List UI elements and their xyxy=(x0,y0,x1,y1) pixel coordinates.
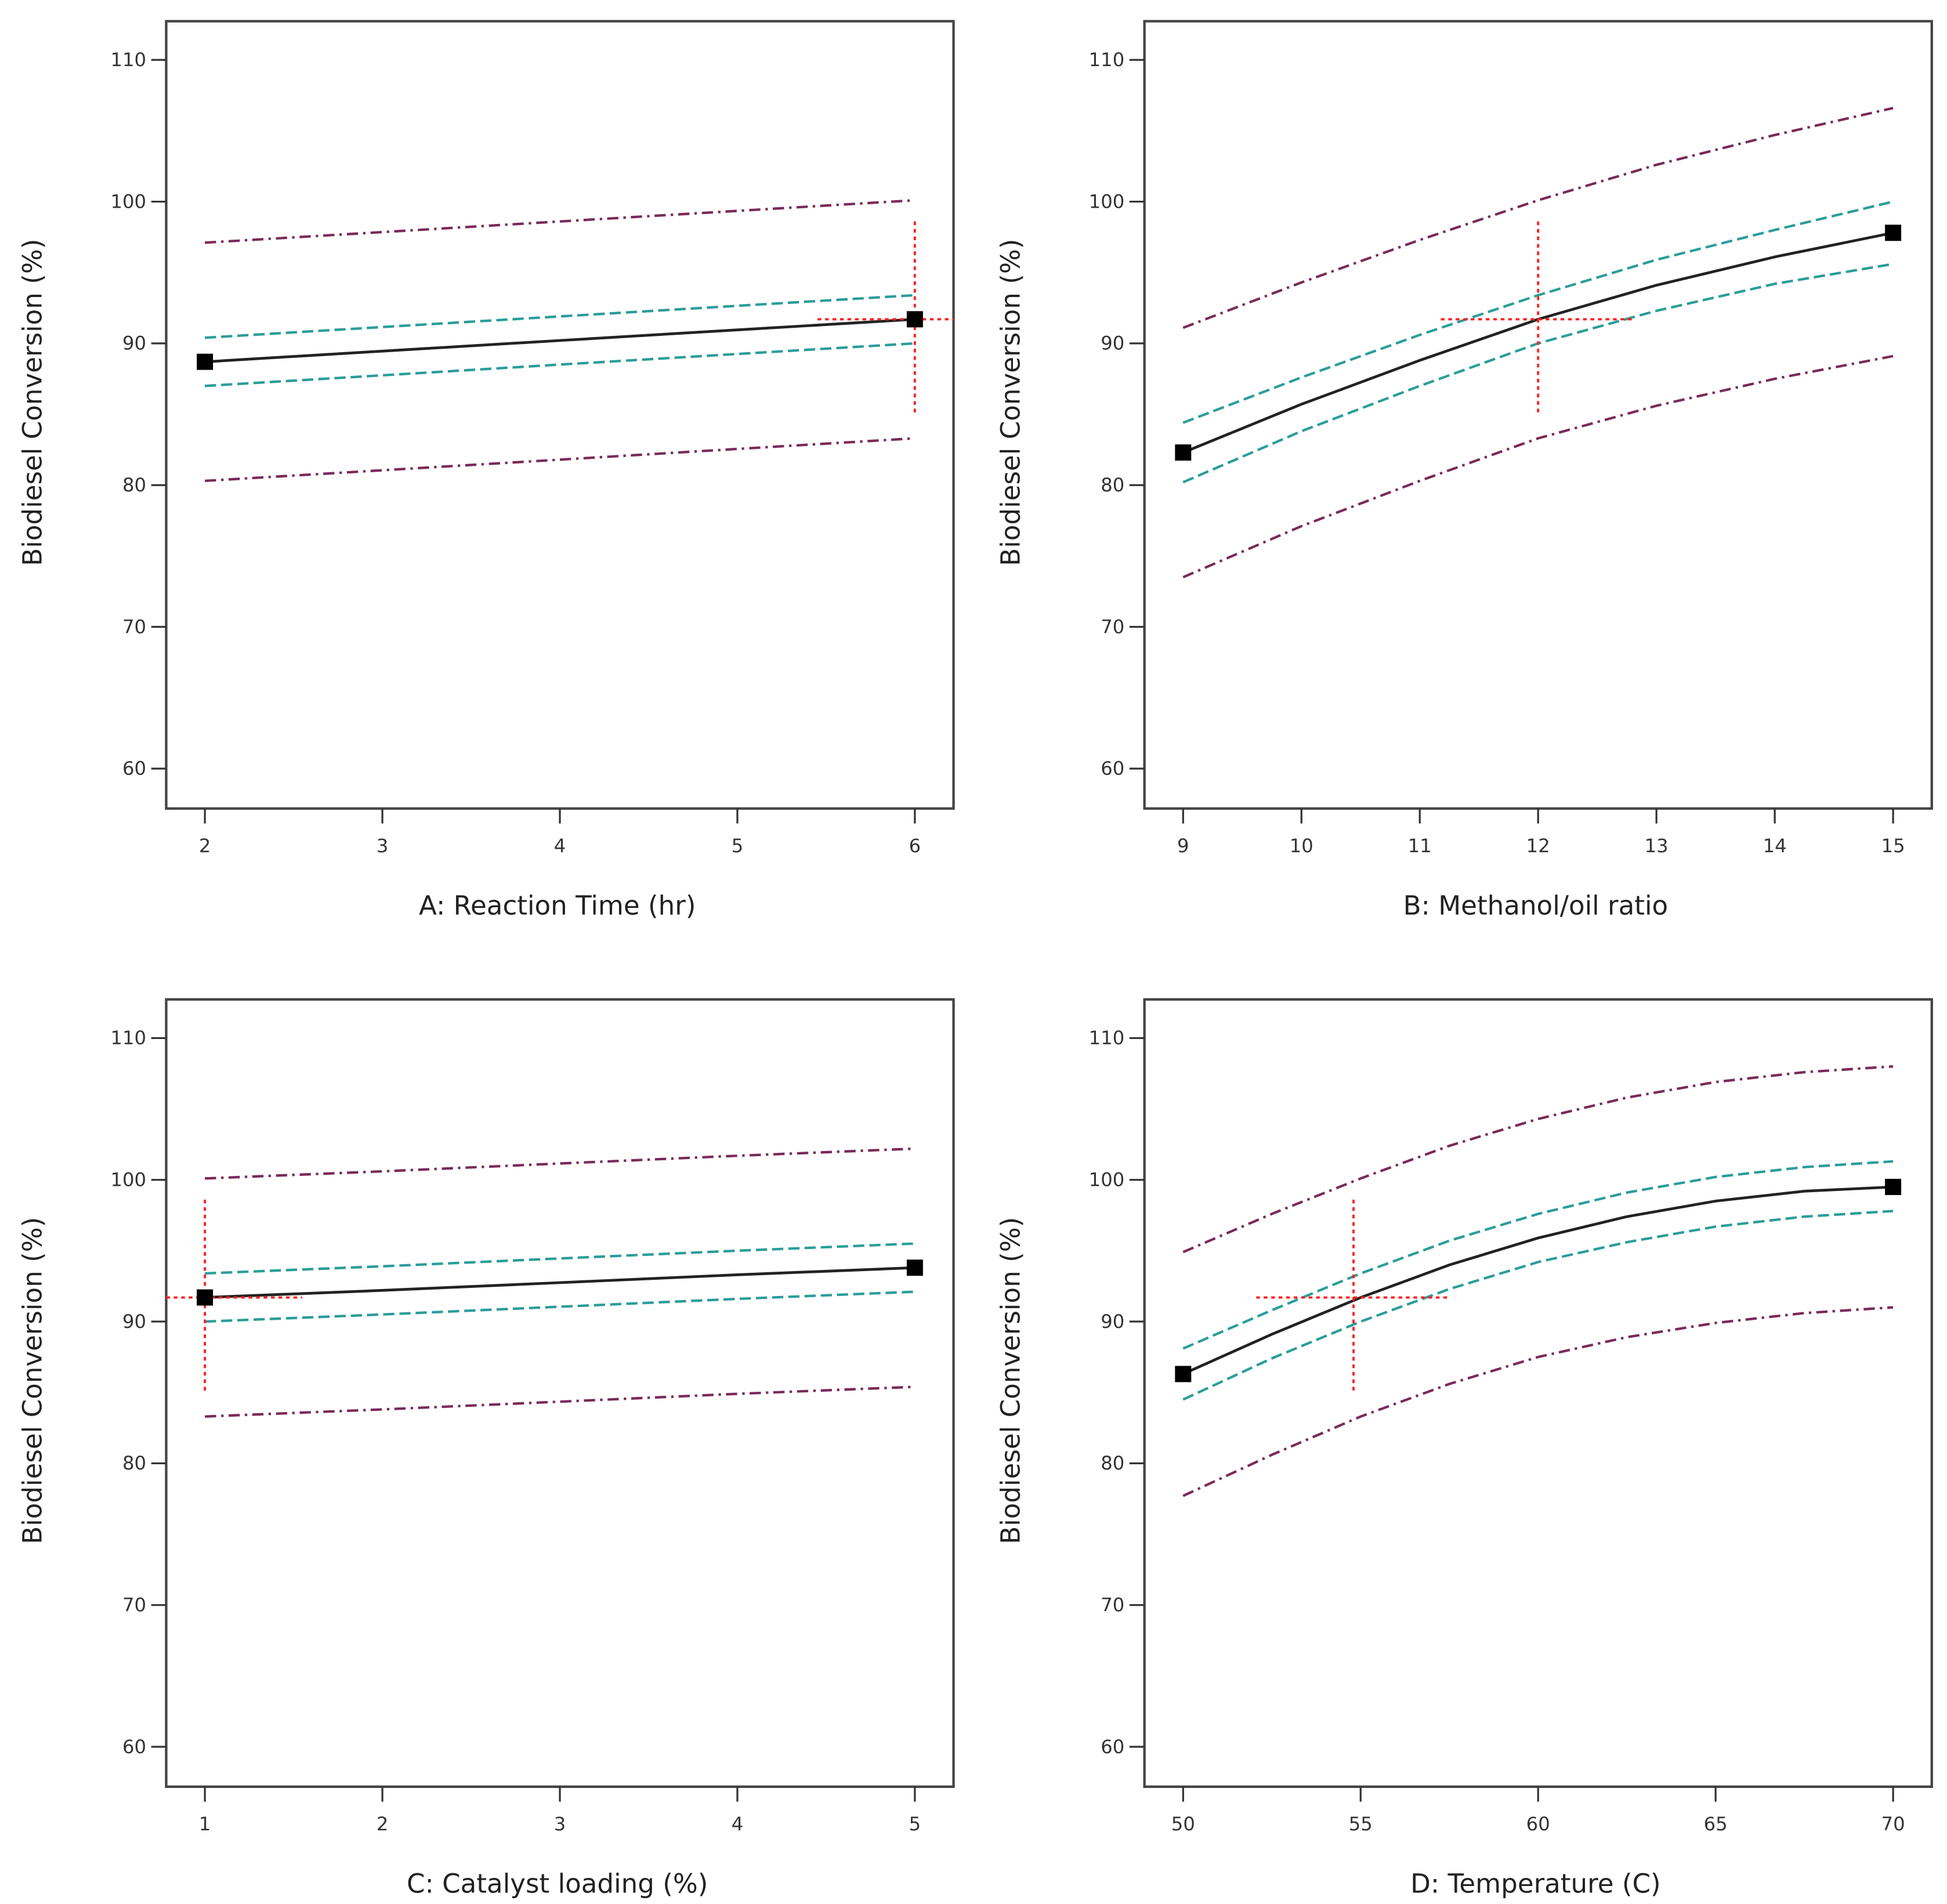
x-axis-label: A: Reaction Time (hr) xyxy=(419,890,696,921)
y-tick-label: 70 xyxy=(122,616,146,638)
x-tick-label: 2 xyxy=(377,1813,389,1835)
prediction-interval-upper xyxy=(205,199,915,244)
plot-frame xyxy=(1143,998,1933,1788)
y-tick-label: 60 xyxy=(122,758,146,780)
x-tick-label: 9 xyxy=(1177,835,1189,857)
x-tick-label: 15 xyxy=(1881,835,1905,857)
x-tick-label: 13 xyxy=(1645,835,1669,857)
x-tick-label: 5 xyxy=(909,1813,921,1835)
y-tick-label: 70 xyxy=(1101,616,1124,638)
x-tick-label: 6 xyxy=(909,835,921,857)
design-point-marker xyxy=(197,1289,213,1306)
design-point-marker xyxy=(1175,1366,1192,1382)
x-tick-label: 3 xyxy=(554,1813,566,1835)
x-axis-label: C: Catalyst loading (%) xyxy=(407,1869,708,1899)
effect-panel-2: 60 70 80 90 100 110 1 2 3 4 5 C: Catalyst loading (… xyxy=(17,998,955,1899)
effect-panel-3: 60 70 80 90 100 110 50 55 60 65 70 D: Temperature (… xyxy=(996,998,1933,1899)
plot-frame xyxy=(165,998,955,1788)
plot-frame xyxy=(165,20,955,810)
y-tick-label: 70 xyxy=(122,1594,146,1616)
y-tick-label: 100 xyxy=(1089,190,1125,212)
x-tick-label: 55 xyxy=(1349,1813,1373,1835)
y-tick-label: 110 xyxy=(1089,49,1125,71)
y-tick-label: 60 xyxy=(122,1736,146,1758)
y-tick-label: 110 xyxy=(1089,1027,1125,1049)
x-tick-label: 4 xyxy=(554,835,566,857)
x-axis-label: B: Methanol/oil ratio xyxy=(1403,890,1668,921)
confidence-interval-upper xyxy=(205,1242,915,1275)
x-tick-label: 2 xyxy=(199,835,211,857)
y-tick-label: 70 xyxy=(1101,1594,1124,1616)
prediction-interval-lower xyxy=(205,437,915,483)
confidence-interval-upper xyxy=(1182,200,1894,424)
prediction-line xyxy=(205,1266,915,1299)
confidence-interval-lower xyxy=(205,342,915,388)
design-point-marker xyxy=(1175,444,1192,461)
x-tick-label: 12 xyxy=(1526,835,1550,857)
confidence-interval-upper xyxy=(205,294,915,339)
prediction-interval-upper xyxy=(1182,1065,1894,1254)
y-tick-label: 90 xyxy=(122,1311,146,1333)
confidence-interval-lower xyxy=(205,1290,915,1323)
x-tick-label: 65 xyxy=(1704,1813,1728,1835)
x-axis-label: D: Temperature (C) xyxy=(1410,1869,1661,1899)
prediction-interval-lower xyxy=(1182,354,1894,578)
confidence-interval-lower xyxy=(1182,1210,1894,1401)
plot-frame xyxy=(1143,20,1933,810)
y-tick-label: 100 xyxy=(1089,1168,1125,1190)
prediction-interval-lower xyxy=(1182,1306,1894,1497)
x-tick-label: 11 xyxy=(1408,835,1432,857)
x-tick-label: 5 xyxy=(732,835,744,857)
x-tick-label: 60 xyxy=(1526,1813,1550,1835)
y-tick-label: 60 xyxy=(1101,1736,1124,1758)
y-tick-label: 90 xyxy=(122,332,146,354)
y-tick-label: 110 xyxy=(111,1027,147,1049)
prediction-interval-upper xyxy=(1182,107,1894,330)
x-tick-label: 14 xyxy=(1763,835,1787,857)
x-tick-label: 1 xyxy=(199,1813,211,1835)
y-tick-label: 100 xyxy=(111,190,147,212)
design-point-marker xyxy=(1885,225,1902,241)
prediction-line xyxy=(1182,1185,1894,1375)
confidence-interval-upper xyxy=(1182,1160,1894,1350)
x-tick-label: 10 xyxy=(1290,835,1313,857)
design-point-marker xyxy=(906,1259,923,1276)
effect-panel-0: 60 70 80 90 100 110 2 3 4 5 6 A: Reaction Time (hr)… xyxy=(17,20,955,921)
design-point-marker xyxy=(197,353,213,370)
x-tick-label: 3 xyxy=(377,835,389,857)
y-axis-label: Biodiesel Conversion (%) xyxy=(996,1217,1026,1544)
x-tick-label: 70 xyxy=(1881,1813,1905,1835)
x-tick-label: 4 xyxy=(732,1813,744,1835)
y-tick-label: 100 xyxy=(111,1168,147,1190)
y-tick-label: 80 xyxy=(1101,474,1124,496)
design-point-marker xyxy=(1885,1178,1902,1195)
y-axis-label: Biodiesel Conversion (%) xyxy=(17,239,48,566)
prediction-line xyxy=(205,318,915,364)
y-axis-label: Biodiesel Conversion (%) xyxy=(996,239,1026,566)
y-tick-label: 110 xyxy=(111,49,147,71)
y-tick-label: 90 xyxy=(1101,1311,1124,1333)
design-point-marker xyxy=(906,311,923,328)
y-tick-label: 90 xyxy=(1101,332,1124,354)
y-tick-label: 60 xyxy=(1101,758,1124,780)
y-axis-label: Biodiesel Conversion (%) xyxy=(17,1217,48,1544)
y-tick-label: 80 xyxy=(122,474,146,496)
y-tick-label: 80 xyxy=(1101,1452,1124,1474)
effect-panel-1: 60 70 80 90 100 110 9 10 11 12 13 14 15 B: Methanol/o… xyxy=(996,20,1933,921)
y-tick-label: 80 xyxy=(122,1452,146,1474)
x-tick-label: 50 xyxy=(1171,1813,1195,1835)
